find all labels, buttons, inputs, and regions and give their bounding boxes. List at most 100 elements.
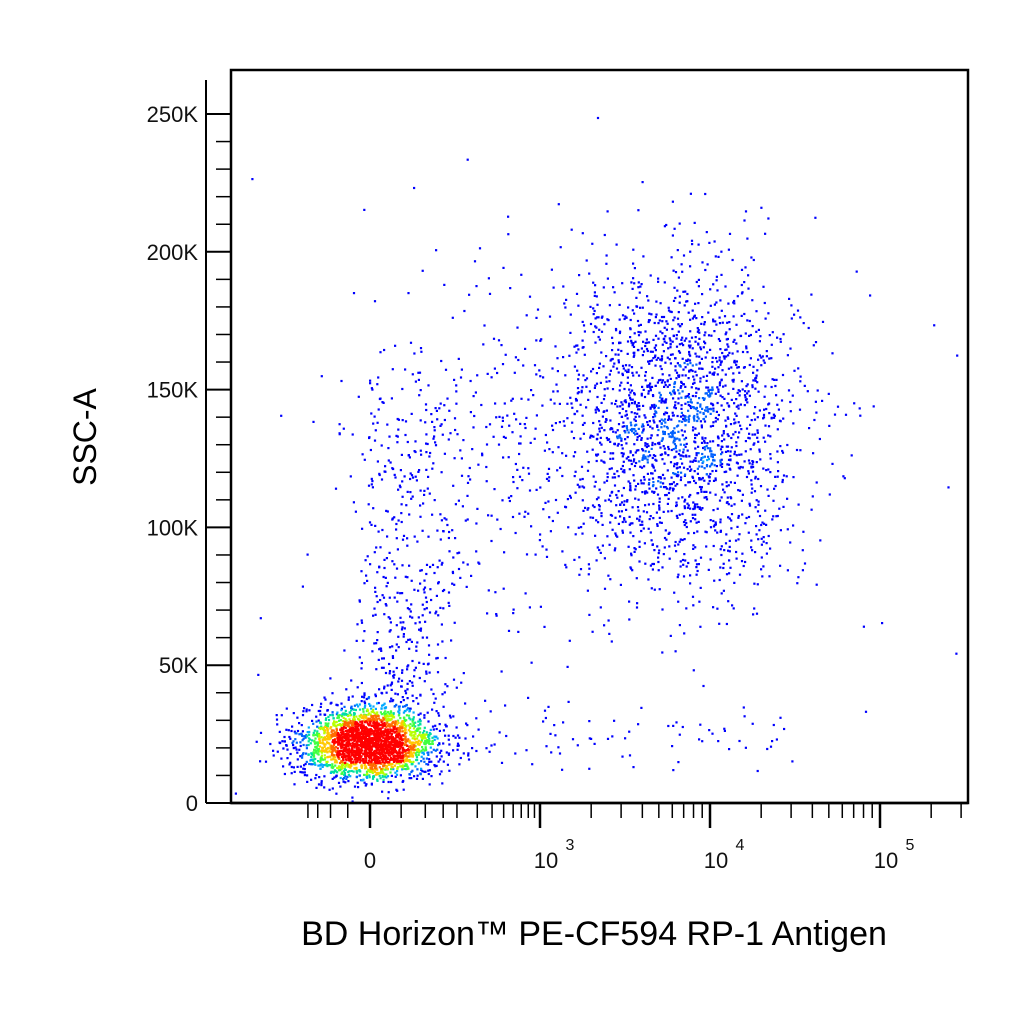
data-point bbox=[695, 280, 698, 284]
data-point bbox=[404, 768, 407, 771]
data-point bbox=[376, 718, 379, 721]
data-point bbox=[290, 772, 293, 775]
data-point bbox=[423, 733, 426, 736]
data-point bbox=[365, 761, 368, 764]
data-point bbox=[718, 384, 721, 387]
data-point bbox=[628, 364, 631, 367]
data-point bbox=[653, 549, 656, 552]
data-point bbox=[672, 269, 675, 272]
data-point bbox=[518, 442, 521, 445]
data-point bbox=[709, 388, 712, 391]
data-point bbox=[652, 465, 655, 468]
data-point bbox=[558, 752, 562, 755]
data-point bbox=[364, 704, 367, 707]
data-point bbox=[324, 729, 327, 732]
data-point bbox=[359, 770, 362, 773]
data-point bbox=[467, 475, 470, 478]
data-point bbox=[436, 418, 439, 421]
data-point bbox=[707, 389, 710, 392]
data-point bbox=[455, 384, 458, 387]
data-point bbox=[404, 705, 407, 708]
data-point bbox=[395, 434, 398, 437]
data-point bbox=[703, 340, 706, 343]
data-point bbox=[388, 596, 391, 599]
data-point bbox=[378, 759, 381, 762]
data-point bbox=[797, 503, 800, 506]
data-point bbox=[747, 436, 750, 439]
data-point bbox=[331, 787, 334, 790]
data-point bbox=[404, 692, 408, 695]
data-point bbox=[609, 521, 612, 524]
data-point bbox=[625, 316, 628, 319]
data-point bbox=[674, 369, 677, 372]
data-point bbox=[760, 206, 763, 209]
data-point bbox=[706, 406, 709, 409]
data-point bbox=[637, 281, 640, 284]
data-point bbox=[332, 744, 336, 747]
data-point bbox=[418, 621, 421, 624]
data-point bbox=[360, 765, 363, 768]
data-point bbox=[396, 760, 399, 763]
data-point bbox=[382, 703, 385, 707]
data-point bbox=[399, 592, 402, 595]
data-point bbox=[728, 467, 731, 470]
data-point bbox=[712, 519, 715, 523]
data-point bbox=[420, 736, 423, 739]
data-point bbox=[319, 759, 322, 762]
data-point bbox=[813, 418, 816, 422]
data-point bbox=[441, 782, 444, 785]
data-point bbox=[548, 516, 551, 519]
data-point bbox=[710, 408, 713, 411]
data-point bbox=[490, 539, 493, 543]
data-point bbox=[343, 748, 346, 751]
data-point bbox=[757, 538, 760, 541]
data-point bbox=[762, 413, 766, 416]
data-point bbox=[716, 418, 719, 421]
data-point bbox=[415, 479, 418, 482]
data-point bbox=[507, 215, 510, 218]
data-point bbox=[702, 446, 705, 450]
data-point bbox=[657, 560, 660, 564]
data-point bbox=[679, 560, 682, 563]
data-point bbox=[639, 479, 643, 482]
data-point bbox=[729, 450, 732, 453]
data-point bbox=[339, 719, 342, 722]
data-point bbox=[305, 752, 308, 755]
data-point bbox=[655, 358, 658, 361]
data-point bbox=[640, 466, 644, 469]
data-point bbox=[600, 426, 603, 429]
data-point bbox=[561, 768, 564, 771]
data-point bbox=[615, 329, 618, 332]
data-point bbox=[664, 486, 667, 489]
data-point bbox=[700, 488, 703, 491]
data-point bbox=[369, 382, 372, 385]
data-point bbox=[431, 725, 435, 728]
data-point bbox=[363, 694, 366, 697]
data-point bbox=[650, 404, 654, 407]
data-point bbox=[533, 437, 536, 440]
data-point bbox=[335, 713, 338, 716]
data-point bbox=[717, 413, 720, 417]
data-point bbox=[428, 455, 431, 458]
data-point bbox=[647, 299, 650, 302]
data-point bbox=[640, 347, 643, 350]
data-point bbox=[727, 516, 730, 519]
data-point bbox=[593, 505, 596, 509]
data-point bbox=[654, 411, 657, 414]
data-point bbox=[518, 475, 522, 478]
data-point bbox=[626, 499, 629, 502]
data-point bbox=[376, 460, 379, 463]
data-point bbox=[418, 371, 422, 374]
data-point bbox=[397, 680, 400, 683]
data-point bbox=[712, 407, 715, 410]
data-point bbox=[346, 723, 350, 726]
data-point bbox=[737, 436, 740, 439]
data-point bbox=[372, 757, 376, 760]
data-point bbox=[395, 528, 398, 531]
data-point bbox=[672, 432, 675, 435]
data-point bbox=[727, 600, 730, 603]
data-point bbox=[734, 539, 738, 542]
data-point bbox=[411, 659, 414, 663]
data-point bbox=[722, 562, 725, 565]
data-point bbox=[660, 398, 663, 401]
